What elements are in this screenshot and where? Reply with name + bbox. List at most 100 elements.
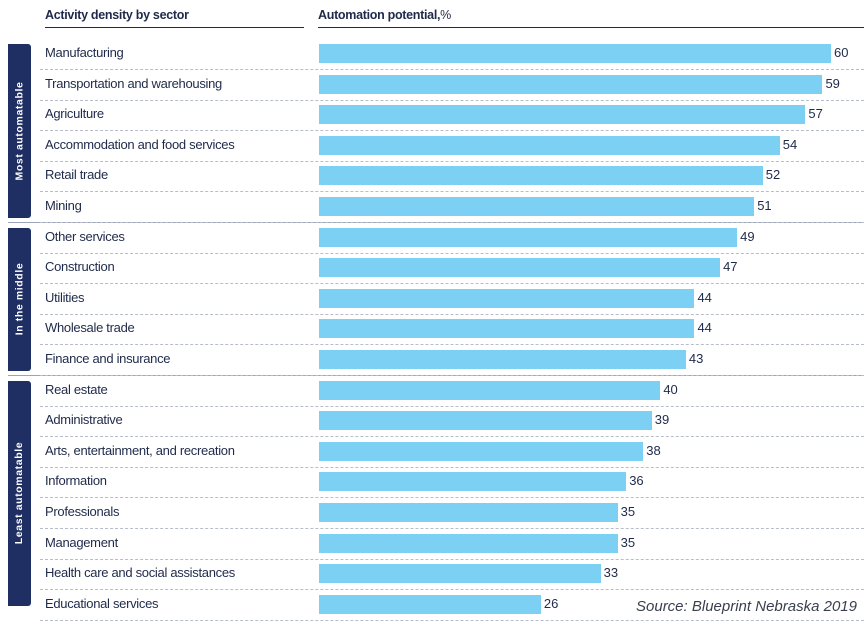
bar-row: Wholesale trade 44 — [0, 314, 864, 346]
bar — [319, 350, 686, 369]
bar-row: Real estate 40 — [0, 376, 864, 407]
bar — [319, 472, 627, 492]
bar — [319, 105, 806, 125]
category-label: Retail trade — [45, 167, 108, 183]
row-divider — [40, 375, 864, 376]
category-label: Utilities — [45, 289, 85, 305]
value-label: 52 — [765, 167, 781, 183]
category-label: Agriculture — [45, 106, 104, 122]
bar-row: Administrative 39 — [0, 406, 864, 438]
bar — [319, 166, 763, 186]
value-label: 43 — [688, 351, 704, 366]
bar-row: Information 36 — [0, 467, 864, 499]
row-divider — [40, 191, 864, 193]
category-label: Mining — [45, 198, 82, 213]
row-divider — [40, 69, 864, 70]
bar — [319, 258, 721, 278]
category-label: Accommodation and food services — [45, 136, 235, 152]
bar — [319, 594, 541, 614]
row-divider — [40, 558, 864, 560]
bar — [319, 135, 780, 155]
bar — [319, 411, 652, 431]
bar — [319, 503, 618, 522]
row-divider — [40, 160, 864, 162]
bar-row: Accommodation and food services 54 — [0, 131, 864, 162]
category-label: Administrative — [45, 412, 123, 428]
potential-header-unit: % — [440, 8, 451, 22]
row-divider — [40, 99, 864, 101]
value-label: 36 — [629, 473, 644, 489]
category-label: Management — [45, 534, 118, 550]
bar-row: Health care and social assistances 33 — [0, 559, 864, 591]
value-label: 60 — [834, 45, 849, 60]
row-divider — [40, 405, 864, 407]
value-label: 59 — [825, 75, 840, 91]
group-tab: Most automatable — [8, 44, 31, 218]
bar — [319, 533, 618, 553]
sector-header-label: Activity density by sector — [45, 8, 189, 22]
value-label: 51 — [757, 198, 772, 213]
value-label: 33 — [603, 565, 619, 581]
bar-row: Professionals 35 — [0, 498, 864, 529]
category-label: Finance and insurance — [45, 351, 171, 366]
category-label: Construction — [45, 259, 115, 275]
row-divider — [40, 528, 864, 529]
row-divider — [40, 313, 864, 315]
bar — [319, 319, 695, 339]
bar-row: Finance and insurance 43 — [0, 345, 864, 376]
bar-row: Utilities 44 — [0, 284, 864, 315]
value-label: 38 — [646, 442, 661, 458]
bar — [319, 288, 695, 308]
bar-row: Management 35 — [0, 529, 864, 560]
bar-row: Other services 49 — [0, 223, 864, 254]
category-label: Information — [45, 473, 107, 489]
potential-column-header: Automation potential,% — [318, 8, 864, 28]
bar-row: Retail trade 52 — [0, 161, 864, 193]
value-label: 44 — [697, 289, 712, 305]
bar-row: Mining 51 — [0, 192, 864, 223]
row-divider — [40, 466, 864, 468]
source-note: Source: Blueprint Nebraska 2019 — [636, 598, 857, 615]
value-label: 49 — [740, 228, 755, 244]
group-tab: Least automatable — [8, 380, 31, 606]
value-label: 47 — [723, 259, 738, 275]
row-divider — [40, 497, 864, 499]
bar — [319, 380, 661, 400]
value-label: 26 — [543, 595, 559, 611]
category-label: Real estate — [45, 381, 108, 397]
category-label: Transportation and warehousing — [45, 75, 222, 91]
sector-column-header: Activity density by sector — [45, 8, 304, 28]
bar — [319, 227, 738, 247]
value-label: 57 — [808, 106, 823, 122]
bar-row: Construction 47 — [0, 253, 864, 285]
row-divider — [40, 589, 864, 591]
row-divider — [40, 222, 864, 223]
bar — [319, 441, 644, 461]
row-divider — [40, 436, 864, 438]
value-label: 44 — [697, 320, 712, 336]
category-label: Arts, entertainment, and recreation — [45, 442, 235, 458]
value-label: 40 — [663, 381, 678, 397]
category-label: Professionals — [45, 504, 120, 519]
bar-row: Agriculture 57 — [0, 100, 864, 132]
row-divider — [40, 344, 864, 346]
bar-row: Arts, entertainment, and recreation 38 — [0, 437, 864, 468]
bar — [319, 197, 755, 216]
bar-row: Manufacturing 60 — [0, 39, 864, 70]
bar-row: Transportation and warehousing 59 — [0, 70, 864, 101]
value-label: 35 — [620, 504, 636, 519]
category-label: Manufacturing — [45, 45, 124, 60]
bar — [319, 74, 823, 94]
category-label: Wholesale trade — [45, 320, 135, 336]
category-label: Educational services — [45, 595, 159, 611]
row-divider — [40, 283, 864, 285]
bar — [319, 564, 601, 584]
category-label: Health care and social assistances — [45, 565, 235, 581]
row-divider — [40, 252, 864, 254]
bar — [319, 44, 831, 63]
value-label: 54 — [782, 136, 798, 152]
category-label: Other services — [45, 228, 125, 244]
row-divider — [40, 130, 864, 132]
value-label: 39 — [654, 412, 670, 428]
potential-header-label: Automation potential, — [318, 8, 441, 22]
